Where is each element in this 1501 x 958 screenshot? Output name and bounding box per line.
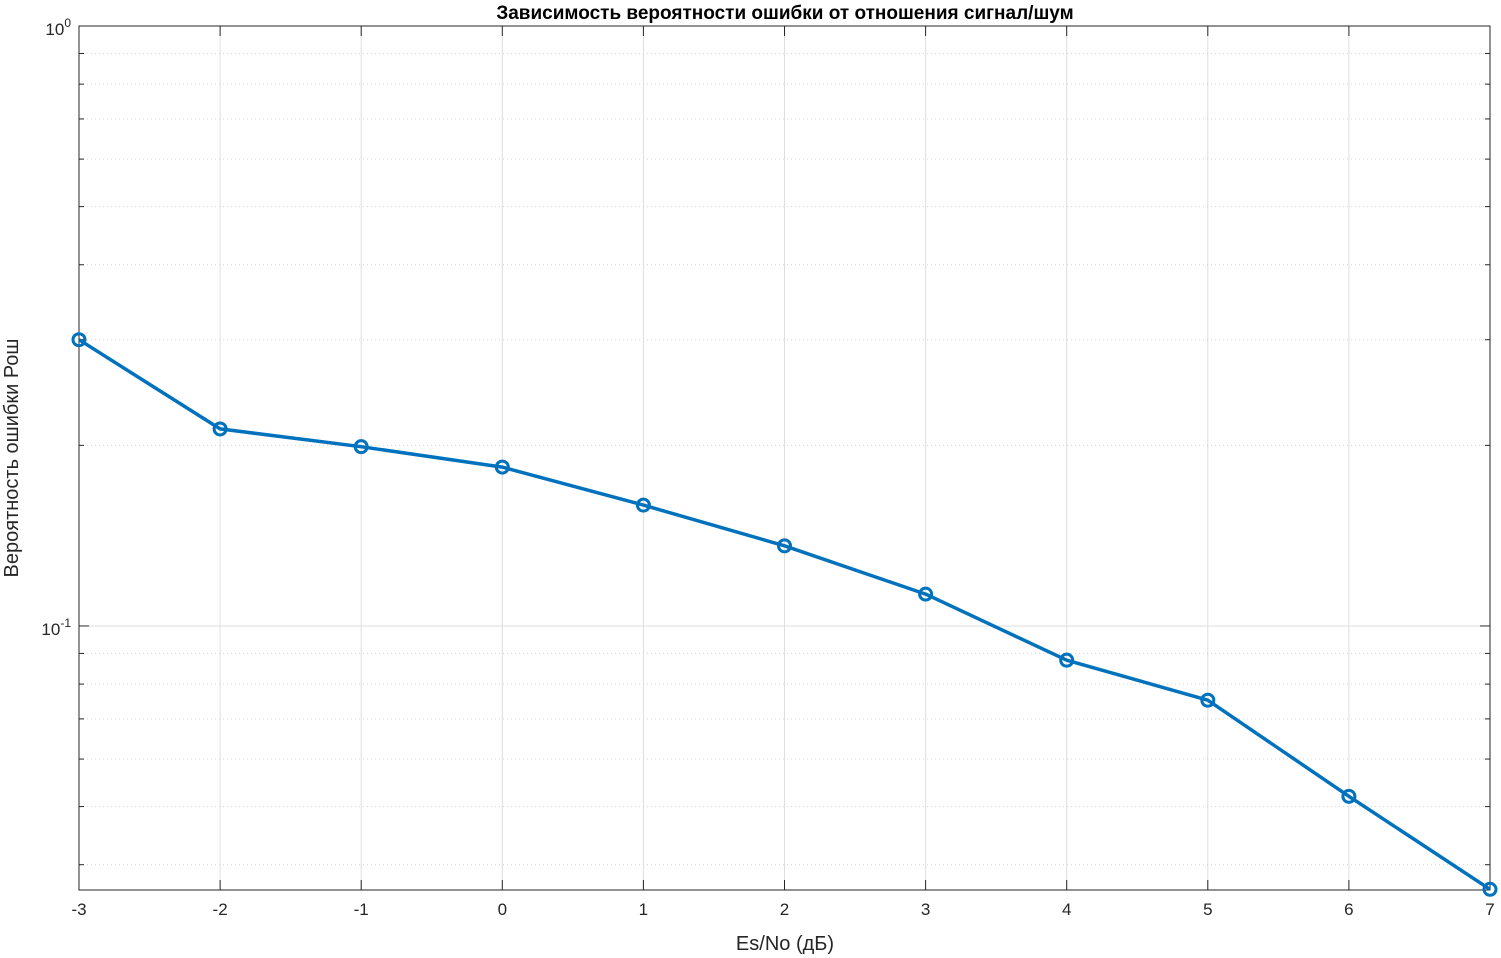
data-point-marker: [353, 439, 369, 455]
series-line-group: [71, 332, 1498, 897]
x-tick-label: 7: [1485, 900, 1494, 919]
chart-title: Зависимость вероятности ошибки от отноше…: [496, 3, 1073, 24]
y-tick-labels: 100 10-1: [41, 16, 71, 639]
y-tick-label: 10-1: [41, 616, 71, 639]
data-point-marker: [212, 421, 228, 437]
y-axis-label: Вероятность ошибки Рош: [1, 339, 23, 578]
x-tick-label: 3: [921, 900, 930, 919]
data-point-marker: [777, 538, 792, 554]
data-point-marker: [1200, 692, 1216, 708]
y-tick-label: 100: [45, 16, 71, 39]
data-point-marker: [635, 497, 651, 513]
data-point-marker: [918, 586, 934, 602]
x-tick-label: 5: [1203, 900, 1212, 919]
series-line: [78, 338, 1491, 891]
x-tick-label: 6: [1344, 900, 1353, 919]
data-point-marker: [494, 459, 510, 475]
x-tick-label: 1: [639, 900, 648, 919]
data-point-marker: [71, 332, 87, 348]
x-tick-label: -1: [354, 900, 369, 919]
data-point-marker: [1482, 881, 1498, 897]
x-tick-label: 2: [780, 900, 789, 919]
x-tick-label: 4: [1062, 900, 1071, 919]
x-tick-labels: -3 -2 -1 0 1 2 3 4 5 6 7: [71, 900, 1494, 919]
x-tick-label: 0: [498, 900, 507, 919]
data-point-marker: [1341, 788, 1357, 804]
x-axis-label: Es/No (дБ): [736, 933, 834, 955]
data-point-marker: [1059, 652, 1075, 668]
x-tick-label: -2: [213, 900, 228, 919]
axis-ticks: [78, 25, 1491, 890]
x-tick-label: -3: [71, 900, 86, 919]
